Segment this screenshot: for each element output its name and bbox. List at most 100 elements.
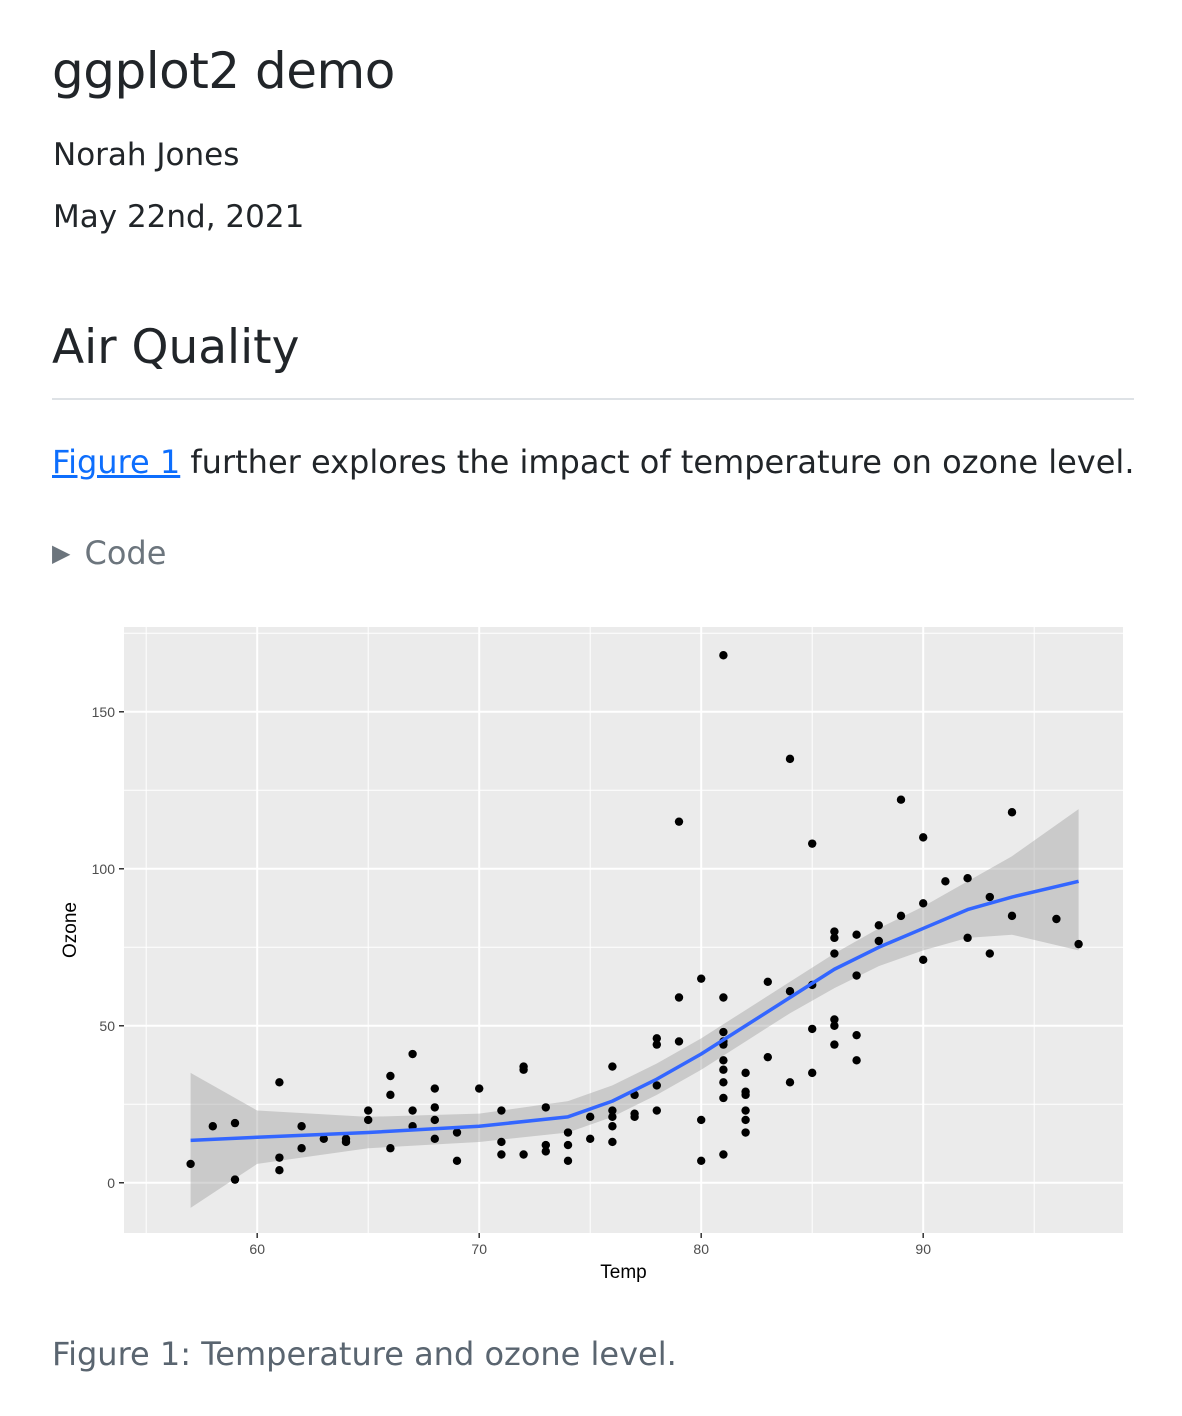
data-point (563, 1156, 573, 1165)
data-point (519, 1150, 528, 1159)
data-point (230, 1118, 240, 1128)
gridlines (124, 627, 1123, 1233)
data-point (741, 1128, 750, 1137)
y-tick-label: 0 (107, 1175, 115, 1191)
data-point (364, 1115, 373, 1125)
data-point (963, 933, 972, 943)
data-point (652, 1106, 661, 1115)
data-point (697, 1156, 706, 1165)
data-point (896, 911, 906, 921)
data-point (1052, 914, 1061, 924)
data-point (852, 1056, 861, 1065)
data-point (541, 1147, 550, 1156)
data-point (719, 1027, 728, 1037)
data-point (608, 1112, 617, 1122)
figure-link[interactable]: Figure 1 (52, 443, 181, 481)
data-point (386, 1071, 395, 1081)
data-point (541, 1140, 550, 1150)
data-point (674, 1037, 684, 1046)
data-point (230, 1175, 240, 1184)
data-point (386, 1144, 395, 1153)
data-point (941, 877, 950, 886)
x-tick-label: 90 (915, 1241, 931, 1257)
data-point (808, 1068, 817, 1078)
data-point (830, 1015, 839, 1024)
data-point (985, 892, 994, 902)
data-point (785, 754, 795, 764)
paragraph-text: further explores the impact of temperatu… (180, 443, 1135, 481)
data-point (319, 1134, 328, 1144)
data-point (830, 927, 839, 936)
data-point (452, 1128, 462, 1137)
data-point (275, 1153, 284, 1162)
figure-caption: Figure 1: Temperature and ozone level. (52, 1335, 677, 1373)
x-axis-label: Temp (600, 1262, 646, 1283)
x-tick-label: 60 (249, 1241, 265, 1257)
data-point (852, 1030, 861, 1040)
data-point (430, 1084, 439, 1093)
data-point (563, 1140, 573, 1150)
y-axis-label: Ozone (60, 902, 81, 958)
data-point (297, 1122, 306, 1131)
code-toggle-label: Code (84, 534, 167, 572)
data-point (674, 993, 684, 1002)
data-point (452, 1156, 462, 1165)
data-point (563, 1128, 573, 1137)
data-point (763, 977, 772, 987)
data-point (586, 1112, 595, 1122)
data-point (741, 1106, 750, 1115)
data-point (919, 955, 928, 965)
data-point (297, 1144, 306, 1153)
triangle-right-icon: ▶ (52, 539, 71, 567)
axes: 60 70 80 90 0 50 100 150 (92, 704, 932, 1257)
y-tick-label: 50 (99, 1018, 115, 1034)
code-toggle[interactable]: ▶ Code (52, 534, 166, 572)
data-point (541, 1103, 550, 1112)
x-tick-label: 70 (471, 1241, 487, 1257)
data-point (408, 1049, 417, 1059)
data-point (896, 795, 906, 804)
data-point (608, 1137, 617, 1147)
data-point (919, 833, 928, 842)
data-point (608, 1106, 617, 1115)
data-point (830, 933, 839, 943)
data-point (785, 1078, 795, 1087)
data-point (208, 1122, 217, 1131)
data-point (586, 1134, 595, 1144)
data-point (741, 1115, 750, 1125)
paragraph: Figure 1 further explores the impact of … (52, 443, 1134, 481)
data-point (874, 921, 883, 930)
data-point (852, 971, 861, 980)
data-point (785, 987, 795, 996)
data-point (275, 1078, 284, 1087)
data-point (963, 873, 972, 883)
y-tick-label: 100 (92, 861, 116, 877)
smooth-line (190, 879, 1080, 1143)
data-point (1074, 939, 1083, 949)
x-tick-label: 80 (693, 1241, 709, 1257)
data-point (719, 651, 728, 660)
data-point (497, 1106, 506, 1115)
data-point (808, 839, 817, 848)
data-point (674, 817, 684, 826)
data-point (741, 1068, 750, 1078)
data-point (275, 1166, 284, 1175)
data-point (763, 1052, 772, 1062)
author: Norah Jones (53, 137, 240, 173)
data-point (341, 1137, 351, 1147)
data-point (386, 1090, 395, 1100)
plot-panel (124, 627, 1123, 1233)
data-point (497, 1150, 506, 1159)
data-point (719, 1078, 728, 1087)
heading-divider (52, 398, 1134, 400)
y-tick-label: 150 (92, 704, 116, 720)
data-point (1007, 911, 1017, 921)
data-point (652, 1081, 661, 1090)
data-point (719, 1056, 728, 1065)
data-point (719, 993, 728, 1002)
data-point (430, 1103, 439, 1112)
data-point (719, 1093, 728, 1103)
data-point (697, 1115, 706, 1125)
section-heading: Air Quality (52, 320, 300, 375)
data-point (608, 1062, 617, 1071)
